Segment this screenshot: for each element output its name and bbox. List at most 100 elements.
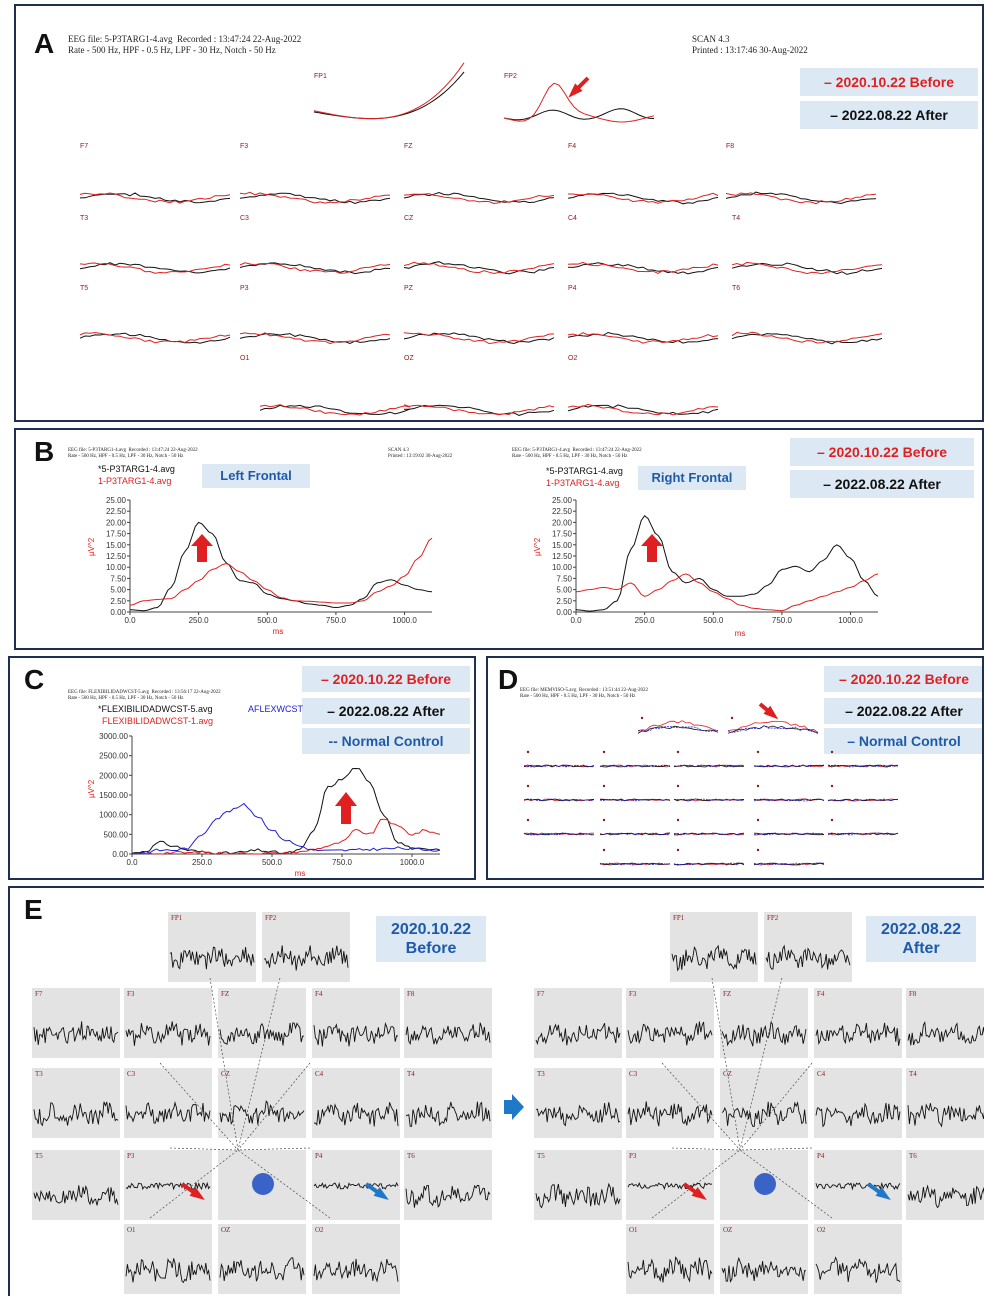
eeg-box-label: T6 (909, 1152, 917, 1160)
waveform-f7-after (79, 192, 231, 204)
y-tick-label: 0.00 (556, 608, 572, 617)
tag-before-date: 2020.10.22 (390, 921, 472, 938)
y-tick-label: 1500.00 (99, 791, 128, 800)
y-tick-label: 10.00 (552, 563, 573, 572)
eeg-box-label: P4 (817, 1152, 825, 1160)
eeg-trace-fz (219, 1022, 305, 1046)
arrow-head (875, 1187, 891, 1201)
arrow-red-fp2 (568, 76, 590, 98)
mini-waveform (827, 764, 899, 768)
y-tick-label: 12.50 (552, 552, 573, 561)
eeg-trace-t5 (33, 1184, 119, 1206)
mini-waveform (523, 832, 594, 836)
arrow-head (191, 534, 213, 546)
eeg-box-t5: T5 (534, 1150, 622, 1220)
series-line-2 (131, 818, 441, 855)
channel-dot (830, 784, 834, 788)
eeg-box-t5: T5 (32, 1150, 120, 1220)
topography-waveforms: FP1 FP2 F7 F3 FZ F4 F8 T3 C3 CZ C4 T4 T5 P3 PZ P4 T6 O1 OZ… (79, 62, 883, 416)
y-tick-label: 0.00 (110, 608, 126, 617)
eeg-box-o2: O2 (814, 1224, 902, 1294)
arrow-red-p3 (180, 1182, 205, 1201)
eeg-trace-t6 (405, 1184, 491, 1208)
waveform-f8-before (725, 192, 877, 205)
eeg-box-label: F7 (35, 990, 43, 998)
arrow-up-left (191, 534, 213, 562)
waveform-t4-after (731, 262, 883, 275)
eeg-trace-f8 (405, 1022, 491, 1046)
mini-waveform (727, 720, 819, 733)
eeg-trace-t4 (405, 1101, 491, 1127)
channel-dot (526, 818, 530, 822)
legend-after: – 2022.08.22 After (824, 698, 982, 724)
x-tick-label: 250.0 (192, 858, 213, 867)
mini-waveform (673, 798, 745, 802)
channel-dot (676, 848, 680, 852)
x-tick-label: 0.0 (126, 858, 138, 867)
legend-after: – 2022.08.22 After (302, 698, 470, 724)
y-tick-label: 15.00 (106, 541, 127, 550)
legend-series-1: *FLEXIBILIDADWCST-5.avg (98, 704, 213, 714)
series-line-3 (132, 802, 441, 855)
guide-line (237, 1062, 311, 1151)
channel-dot (602, 750, 606, 754)
x-tick-label: 1000.0 (400, 858, 425, 867)
eeg-box-fp2: FP2 (764, 912, 852, 982)
arrow-shaft (647, 546, 657, 562)
eeg-trace-f4 (313, 1022, 399, 1047)
waveform-pz-before (403, 332, 555, 345)
eeg-box-label: C4 (817, 1070, 826, 1078)
legend-series-2: FLEXIBILIDADWCST-1.avg (102, 716, 213, 726)
y-tick-label: 0.00 (112, 850, 128, 859)
channel-label-fz: FZ (404, 143, 413, 150)
channel-dot (676, 750, 680, 754)
waveform-f3-after (239, 192, 391, 205)
header-line-2-right: Rate - 500 Hz, HPF - 0.5 Hz, LPF - 30 Hz… (512, 454, 628, 459)
y-tick-label: 2.50 (110, 597, 126, 606)
tag-after-date: 2022.08.22 (880, 921, 962, 938)
eeg-box-label: F8 (407, 990, 415, 998)
eeg-box-f4: F4 (814, 988, 902, 1058)
channel-dot (676, 818, 680, 822)
legend-series-2-left: 1-P3TARG1-4.avg (98, 476, 171, 486)
eeg-box-label: F4 (817, 990, 825, 998)
y-tick-label: 25.00 (106, 496, 127, 505)
eeg-trace-fz (721, 1021, 807, 1047)
x-axis-label-left: ms (273, 627, 284, 636)
eeg-box-label: FZ (221, 990, 230, 998)
eeg-box-label: FP2 (265, 914, 277, 922)
guide-line (159, 1062, 239, 1151)
x-axis-label-right: ms (735, 629, 746, 638)
eeg-trace-c4 (313, 1102, 399, 1127)
mini-waveform (599, 862, 671, 866)
series-line-1 (129, 521, 433, 612)
waveform-o2-before (567, 403, 719, 416)
waveform-c4-before (567, 261, 719, 274)
eeg-trace-f3 (627, 1021, 713, 1046)
arrow-before-to-after (504, 1094, 524, 1120)
eeg-box-label: P3 (629, 1152, 637, 1160)
channel-label-t6: T6 (732, 285, 740, 292)
arrow-head (763, 705, 779, 720)
mini-waveform (637, 726, 719, 732)
mini-waveform (599, 764, 671, 768)
eeg-box-c4: C4 (814, 1068, 902, 1138)
eeg-trace-f7 (33, 1021, 119, 1045)
x-tick-label: 0.0 (124, 616, 136, 625)
channel-dot (756, 848, 760, 852)
frontal-erp-charts: 0.00 2.50 5.00 7.50 10.00 12.50 15.00 17.50 20.0… (87, 464, 879, 638)
y-tick-label: 12.50 (106, 552, 127, 561)
x-tick-label: 500.0 (703, 616, 724, 625)
y-tick-label: 2500.00 (99, 752, 128, 761)
arrow-head (189, 1187, 205, 1201)
guide-line (711, 977, 741, 1151)
mini-waveform (827, 764, 899, 768)
eeg-trace-p4 (815, 1181, 901, 1191)
eeg-box-p3: P3 (626, 1150, 714, 1220)
eeg-box-label: T6 (407, 1152, 415, 1160)
header-line-1: EEG file: FLEXIBILIDADWCST-5.avg Recorde… (68, 690, 221, 695)
y-tick-label: 5.00 (556, 586, 572, 595)
y-tick-label: 1000.00 (99, 811, 128, 820)
mini-waveform (599, 862, 670, 866)
eeg-box-label: C3 (127, 1070, 136, 1078)
